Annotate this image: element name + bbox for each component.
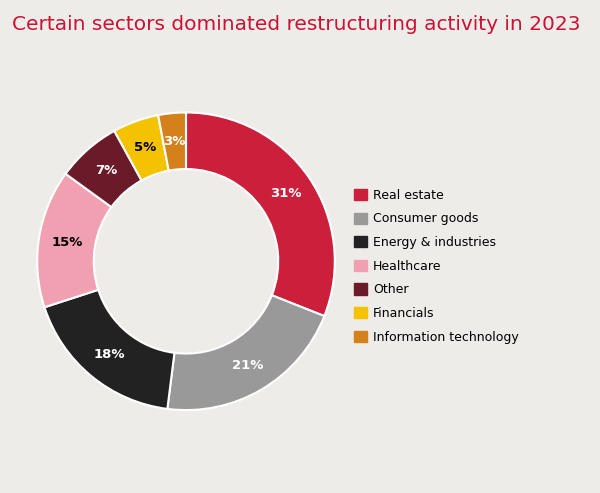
Wedge shape: [186, 112, 335, 316]
Wedge shape: [44, 290, 175, 409]
Legend: Real estate, Consumer goods, Energy & industries, Healthcare, Other, Financials,: Real estate, Consumer goods, Energy & in…: [354, 189, 519, 344]
Wedge shape: [167, 295, 325, 410]
Wedge shape: [158, 112, 186, 171]
Text: 3%: 3%: [163, 135, 186, 148]
Text: 15%: 15%: [51, 236, 83, 249]
Text: Certain sectors dominated restructuring activity in 2023: Certain sectors dominated restructuring …: [12, 15, 581, 34]
Text: 18%: 18%: [94, 348, 125, 361]
Wedge shape: [37, 174, 112, 307]
Text: 7%: 7%: [95, 164, 118, 177]
Wedge shape: [115, 115, 169, 180]
Text: 31%: 31%: [270, 187, 301, 200]
Text: 21%: 21%: [232, 358, 263, 372]
Text: 5%: 5%: [134, 141, 156, 154]
Wedge shape: [65, 131, 142, 207]
